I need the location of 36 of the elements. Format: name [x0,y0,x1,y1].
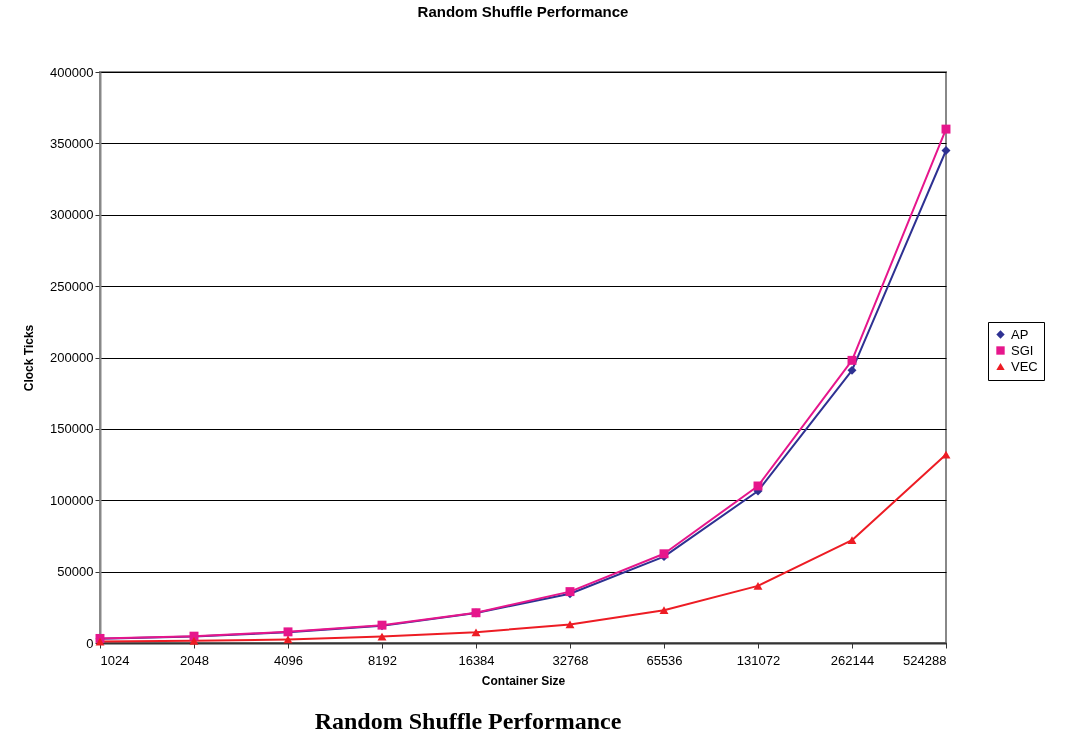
x-tick-label: 32768 [552,652,589,668]
point [659,606,669,615]
point [565,620,575,629]
point [753,582,763,590]
x-tick-label: 65536 [646,652,683,668]
y-axis-title: Clock Ticks [22,324,37,392]
x-tick-label: 1024 [100,652,130,668]
x-axis-title: Container Size [481,673,566,688]
point [847,355,857,365]
x-tick-label: 131072 [736,652,781,668]
x-tick-label: 2048 [180,652,209,668]
legend-label: VEC [1011,358,1038,374]
y-tick-label: 0 [86,635,94,651]
x-tick-label: 8192 [368,652,397,668]
point [847,365,857,375]
y-tick-label: 300000 [50,207,94,223]
y-tick-label: 200000 [50,350,94,365]
y-tick-label: 250000 [50,278,94,294]
x-tick-label: 4096 [274,652,303,668]
point [941,124,951,134]
text: Random Shuffle Performance [313,708,623,735]
point [189,636,199,645]
y-tick-label: 50000 [57,564,94,580]
y-tick-label: 350000 [50,135,94,151]
x-tick-label: 16384 [458,652,495,668]
legend-label: AP [1011,326,1029,342]
y-tick-label: 100000 [50,492,94,508]
y-tick-label: 400000 [50,64,94,80]
x-tick-label: 524288 [903,652,947,668]
point [283,635,293,644]
legend-label: SGI [1011,342,1034,358]
y-tick-label: 150000 [50,421,94,437]
x-tick-label: 262144 [830,652,875,668]
chart-title: Random Shuffle Performance [417,3,629,20]
point [471,628,481,637]
point [847,536,857,545]
